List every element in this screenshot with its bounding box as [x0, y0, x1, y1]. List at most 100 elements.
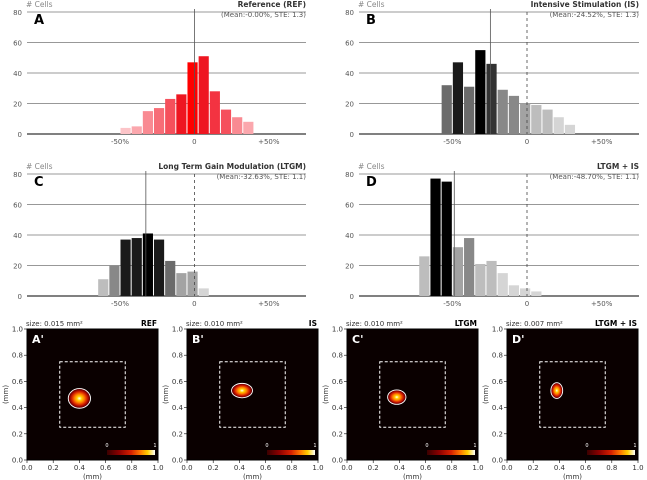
y-tick-label: 60	[13, 40, 22, 48]
x-tick-label: 0.8	[126, 464, 137, 472]
x-tick-label: 0.6	[420, 464, 432, 472]
y-tick-label: 40	[345, 70, 354, 78]
histogram-bar	[120, 239, 131, 296]
y-tick-label: 0.8	[172, 352, 183, 360]
y-tick-label: 0	[18, 131, 22, 139]
histogram-panel-D: 0 20 40 60 80 # Cells -50% 0 +50% LTGM + IS (Mean:…	[345, 162, 639, 308]
histogram-bar	[220, 109, 232, 134]
y-axis-label: # Cells	[26, 0, 53, 9]
panel-title: Reference (REF)	[238, 0, 306, 9]
y-tick-label: 0.0	[12, 457, 23, 465]
y-tick-label: 0.4	[12, 404, 24, 412]
roi-box	[379, 361, 446, 428]
heatmap-background	[506, 328, 639, 461]
x-tick-label: 0.8	[286, 464, 297, 472]
x-tick-label: 0.0	[341, 464, 352, 472]
y-tick-label: 0.2	[492, 430, 503, 438]
histogram-bar	[464, 86, 475, 134]
histogram-bar	[98, 279, 109, 296]
panel-letter: C'	[352, 333, 363, 346]
histogram-bar	[419, 256, 430, 296]
histogram-bar	[497, 89, 508, 134]
y-tick-label: 0.8	[492, 352, 503, 360]
histogram-bar	[187, 62, 198, 135]
size-label: size: 0.010 mm²	[346, 320, 403, 328]
x-tick-label: 0	[525, 300, 529, 308]
y-tick-label: 20	[345, 263, 354, 271]
heatmap-background	[346, 328, 479, 461]
heatmap-panel-D-prime: 0 1 D' size: 0.007 mm² LTGM + IS 0.00.0 0.2 0.2…	[482, 319, 644, 480]
histogram-bar	[153, 239, 165, 296]
x-tick-label: +50%	[258, 138, 280, 146]
x-tick-label: 0.2	[208, 464, 219, 472]
y-tick-label: 60	[13, 202, 22, 210]
histogram-bar	[452, 62, 464, 135]
heatmap-label: LTGM	[455, 319, 477, 328]
colorbar-max-label: 1	[313, 443, 316, 449]
x-tick-label: 0.8	[606, 464, 617, 472]
histogram-bar	[232, 117, 243, 134]
histogram-bar	[531, 291, 542, 296]
y-tick-label: 0.2	[12, 430, 23, 438]
histogram-panel-C: 0 20 40 60 80 # Cells -50% 0 +50% Long Term Gain …	[13, 162, 306, 308]
y-tick-label: 80	[13, 171, 22, 179]
histogram-bar	[243, 121, 254, 134]
x-tick-label: 0.4	[394, 464, 406, 472]
x-axis-label: (mm)	[243, 473, 262, 480]
y-tick-label: 0.6	[172, 378, 184, 386]
activation-blob	[67, 388, 91, 409]
y-axis-label: # Cells	[358, 162, 385, 171]
x-tick-label: 0.6	[260, 464, 272, 472]
colorbar-max-label: 1	[473, 443, 476, 449]
histogram-bar	[542, 109, 553, 134]
x-tick-label: 0	[192, 300, 196, 308]
y-tick-label: 1.0	[332, 326, 343, 334]
y-tick-label: 80	[345, 9, 354, 17]
y-tick-label: 40	[345, 232, 354, 240]
panel-letter: D'	[512, 333, 525, 346]
y-tick-label: 20	[345, 101, 354, 109]
histogram-bar	[176, 273, 187, 296]
panel-subtitle: (Mean:-24.52%, STE: 1.3)	[550, 11, 640, 19]
y-axis-label: # Cells	[26, 162, 53, 171]
activation-blob	[387, 389, 407, 405]
histogram-bar	[520, 103, 531, 134]
activation-blob	[231, 382, 253, 399]
panel-letter: B'	[192, 333, 204, 346]
histogram-bar	[441, 181, 452, 296]
y-tick-label: 0	[18, 293, 22, 301]
x-tick-label: 0.0	[21, 464, 32, 472]
x-tick-label: +50%	[591, 300, 613, 308]
panel-subtitle: (Mean:-48.70%, STE: 1.1)	[550, 173, 640, 181]
x-tick-label: 0.6	[580, 464, 592, 472]
size-label: size: 0.015 mm²	[26, 320, 83, 328]
panel-letter: B	[366, 13, 376, 28]
histogram-panel-B: 0 20 40 60 80 # Cells -50% 0 +50% Intensive Stimu…	[345, 0, 639, 146]
x-tick-label: 0.4	[554, 464, 566, 472]
x-tick-label: 0.6	[100, 464, 112, 472]
y-tick-label: 0.8	[332, 352, 343, 360]
panel-title: LTGM + IS	[597, 162, 639, 171]
histogram-bar	[142, 111, 153, 134]
histogram-bar	[520, 288, 531, 296]
histogram-bar	[430, 178, 441, 296]
x-tick-label: 0.8	[446, 464, 457, 472]
x-tick-label: 1.0	[472, 464, 483, 472]
x-tick-label: 0.2	[48, 464, 59, 472]
y-tick-label: 80	[345, 171, 354, 179]
y-tick-label: 0.4	[492, 404, 504, 412]
y-tick-label: 60	[345, 40, 354, 48]
y-tick-label: 0.0	[172, 457, 183, 465]
y-tick-label: 0	[350, 131, 354, 139]
x-tick-label: 0.0	[501, 464, 512, 472]
panel-title: Long Term Gain Modulation (LTGM)	[158, 162, 306, 171]
colorbar-min-label: 0	[425, 443, 428, 449]
histogram-bar	[209, 91, 220, 134]
activation-blob	[550, 382, 564, 399]
y-tick-label: 40	[13, 70, 22, 78]
y-tick-label: 0.4	[172, 404, 184, 412]
histogram-bar	[165, 260, 176, 296]
x-tick-label: 1.0	[632, 464, 643, 472]
x-tick-label: 0.0	[181, 464, 192, 472]
